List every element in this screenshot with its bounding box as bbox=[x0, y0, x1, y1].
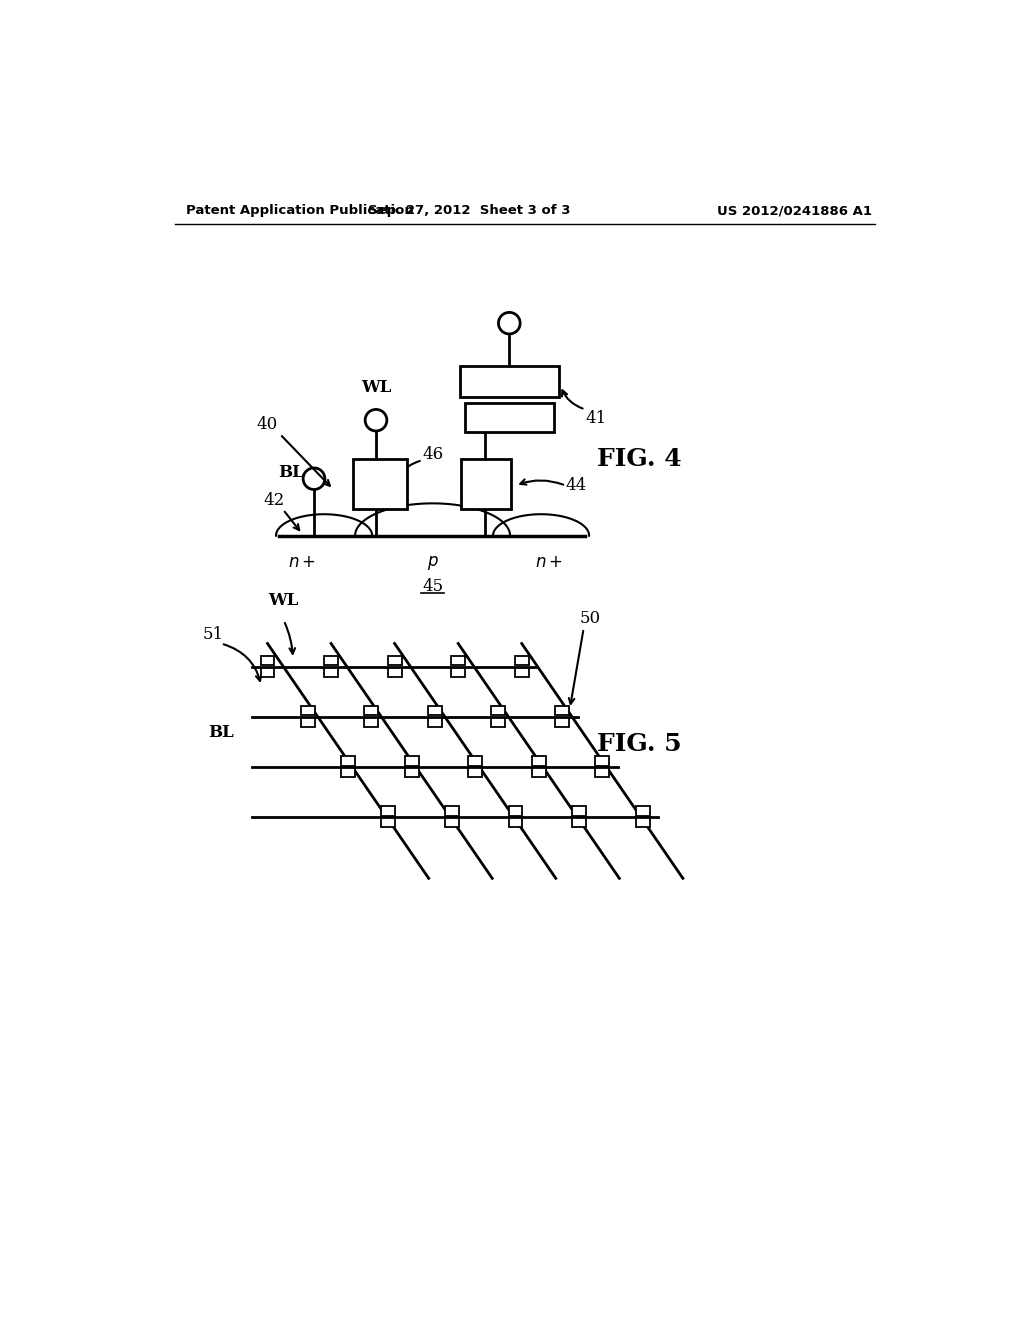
Text: 41: 41 bbox=[586, 411, 607, 428]
Bar bbox=[388, 656, 401, 665]
Bar bbox=[509, 807, 522, 816]
Bar bbox=[636, 807, 649, 816]
Bar bbox=[452, 668, 465, 677]
Bar bbox=[301, 718, 314, 727]
Bar bbox=[445, 818, 459, 828]
Bar bbox=[404, 756, 419, 766]
Text: $n+$: $n+$ bbox=[535, 554, 563, 572]
Text: 44: 44 bbox=[565, 477, 587, 494]
Bar bbox=[509, 818, 522, 828]
Bar bbox=[555, 706, 569, 715]
Bar bbox=[531, 768, 546, 777]
Bar bbox=[572, 807, 586, 816]
Text: Sep. 27, 2012  Sheet 3 of 3: Sep. 27, 2012 Sheet 3 of 3 bbox=[368, 205, 570, 218]
Bar bbox=[260, 656, 274, 665]
Text: WL: WL bbox=[268, 591, 299, 609]
Bar bbox=[404, 768, 419, 777]
Text: BL: BL bbox=[278, 465, 304, 480]
Bar bbox=[324, 668, 338, 677]
Text: FIG. 4: FIG. 4 bbox=[597, 446, 682, 471]
Bar bbox=[388, 668, 401, 677]
Bar bbox=[531, 756, 546, 766]
Bar bbox=[460, 367, 559, 397]
Bar bbox=[468, 768, 482, 777]
Text: FIG. 5: FIG. 5 bbox=[597, 731, 682, 755]
Text: 46: 46 bbox=[423, 446, 444, 462]
Bar bbox=[452, 656, 465, 665]
Bar bbox=[515, 656, 528, 665]
Bar bbox=[301, 706, 314, 715]
Text: $p$: $p$ bbox=[427, 553, 438, 572]
Bar bbox=[555, 718, 569, 727]
Text: 51: 51 bbox=[203, 626, 224, 643]
Bar bbox=[341, 768, 355, 777]
Bar bbox=[365, 706, 378, 715]
Bar bbox=[365, 718, 378, 727]
Bar bbox=[445, 807, 459, 816]
Bar bbox=[428, 718, 442, 727]
Bar bbox=[461, 459, 511, 508]
Bar bbox=[572, 818, 586, 828]
Bar bbox=[352, 459, 407, 508]
Bar bbox=[492, 718, 506, 727]
Bar bbox=[381, 818, 395, 828]
Bar bbox=[428, 706, 442, 715]
Text: 42: 42 bbox=[263, 492, 285, 508]
Text: $n+$: $n+$ bbox=[289, 554, 316, 572]
Bar bbox=[341, 756, 355, 766]
Text: 45: 45 bbox=[422, 578, 443, 595]
Text: 50: 50 bbox=[580, 610, 600, 627]
Text: US 2012/0241886 A1: US 2012/0241886 A1 bbox=[717, 205, 872, 218]
Text: BL: BL bbox=[208, 723, 233, 741]
Text: Patent Application Publication: Patent Application Publication bbox=[186, 205, 414, 218]
Bar bbox=[381, 807, 395, 816]
Bar bbox=[595, 756, 609, 766]
Bar bbox=[260, 668, 274, 677]
Text: WL: WL bbox=[360, 379, 391, 396]
Bar bbox=[468, 756, 482, 766]
Bar bbox=[465, 404, 554, 432]
Bar bbox=[515, 668, 528, 677]
Text: 40: 40 bbox=[257, 416, 279, 433]
Bar bbox=[324, 656, 338, 665]
Bar bbox=[636, 818, 649, 828]
Bar bbox=[595, 768, 609, 777]
Bar bbox=[492, 706, 506, 715]
